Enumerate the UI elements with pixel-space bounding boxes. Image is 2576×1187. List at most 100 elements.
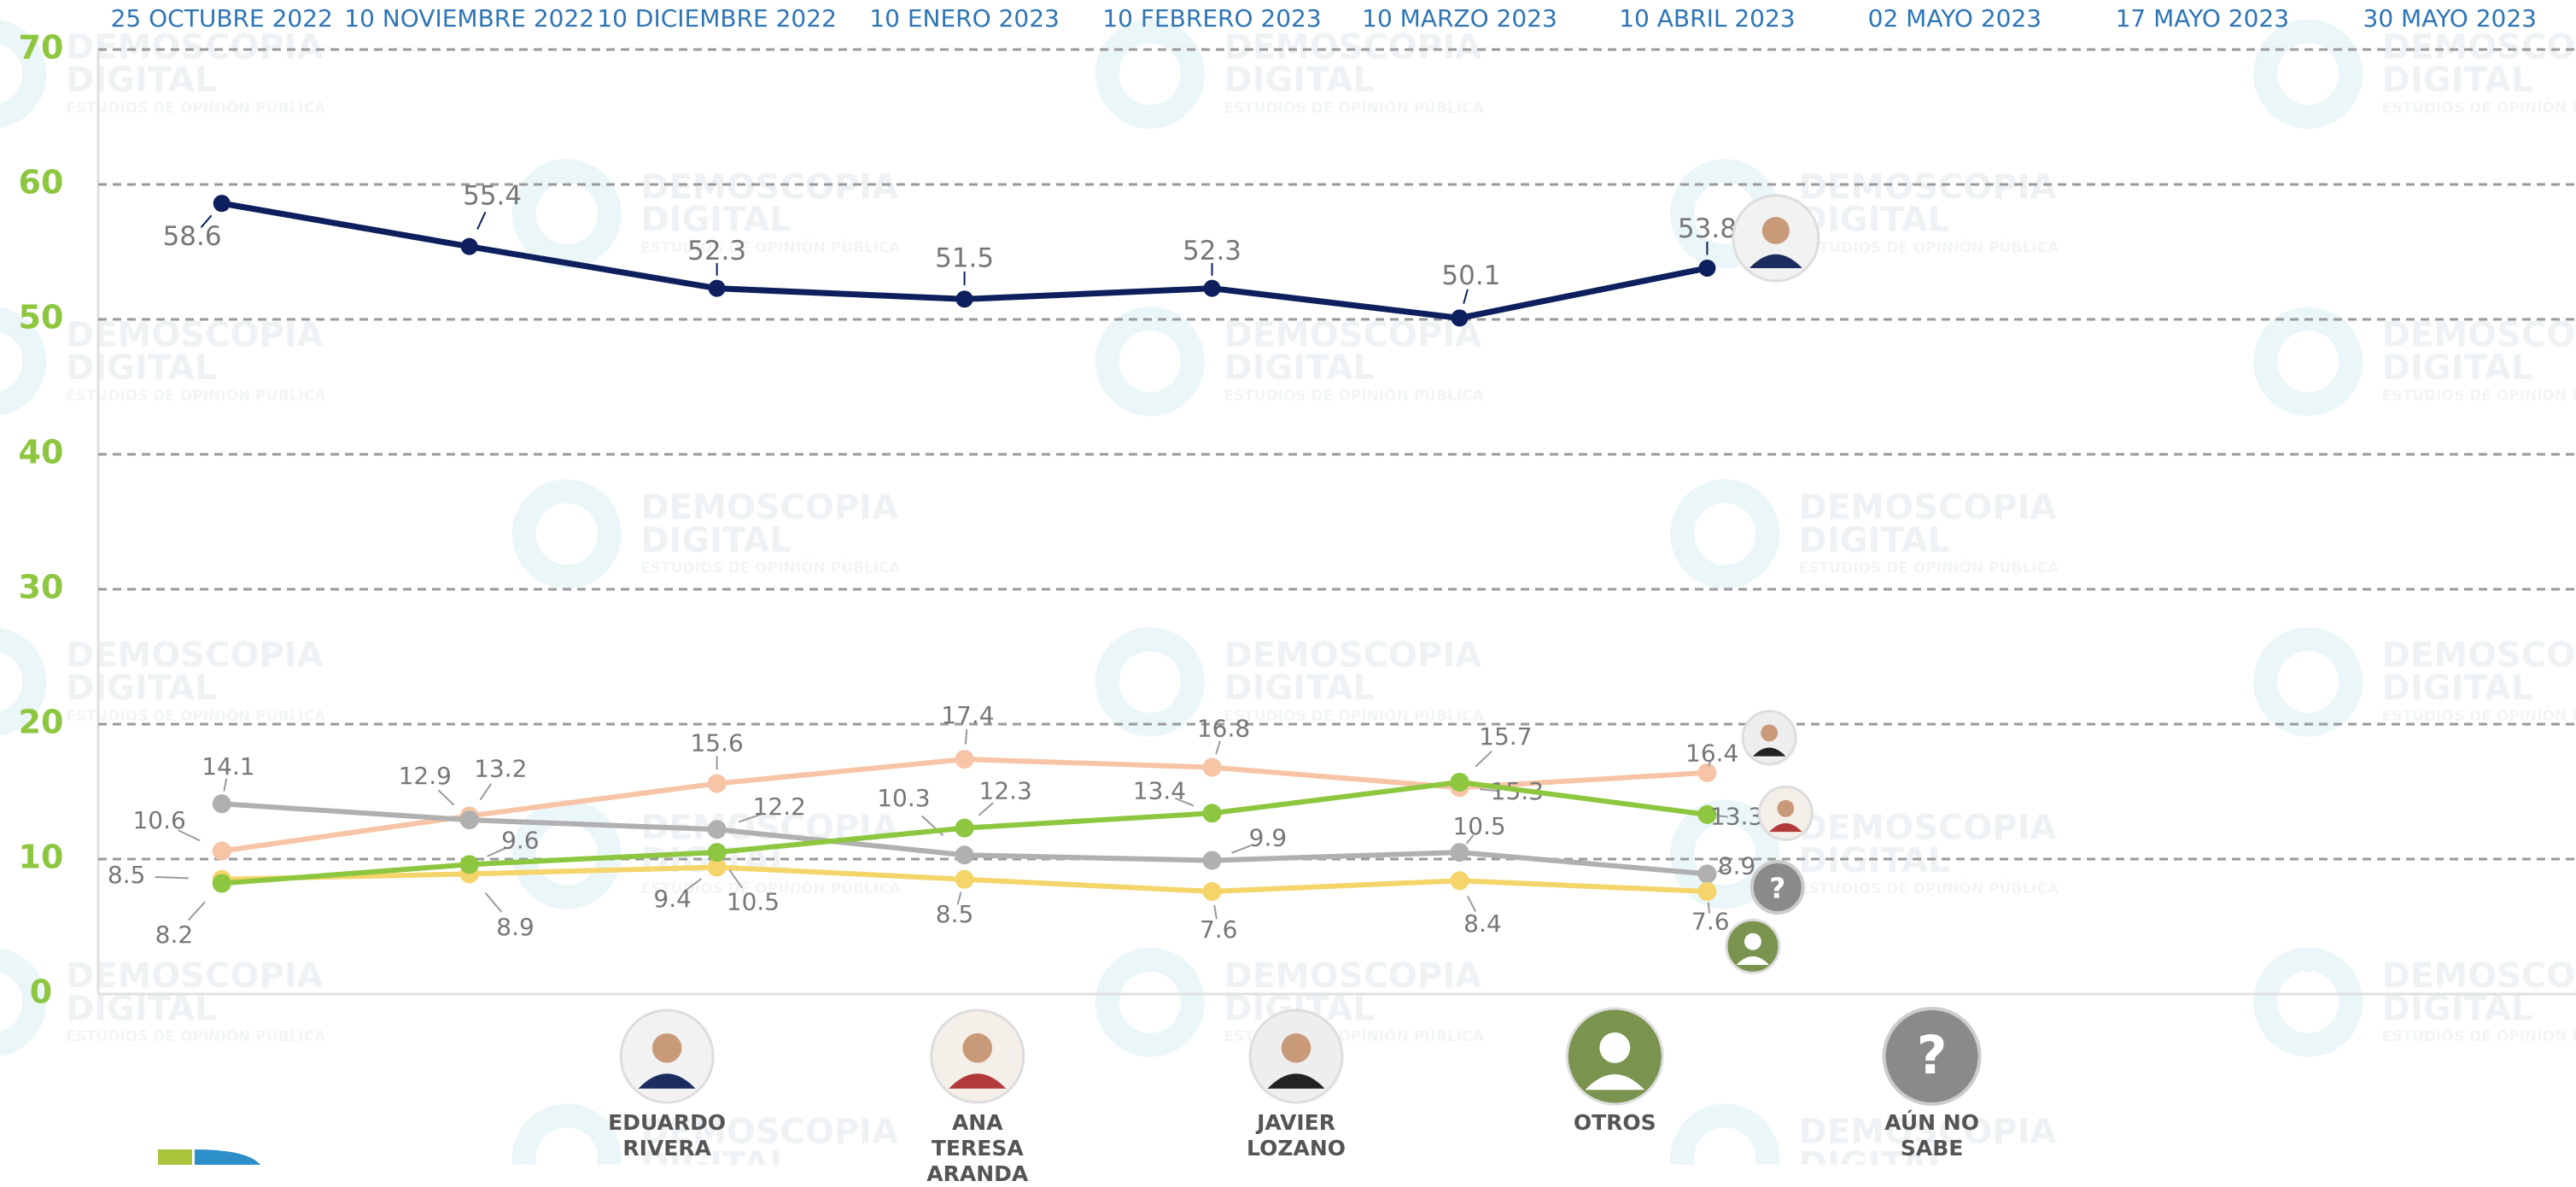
watermark-title: DEMOSCOPIA xyxy=(1799,1113,2057,1152)
label-leader xyxy=(187,901,206,921)
watermark-title: DEMOSCOPIA xyxy=(2382,315,2576,354)
data-label: 50.1 xyxy=(1441,260,1500,291)
watermark-logo xyxy=(2253,307,2363,417)
avatar xyxy=(1757,785,1814,841)
label-leader xyxy=(1479,788,1500,792)
point xyxy=(1697,881,1717,901)
watermark-title: DEMOSCOPIA xyxy=(1799,488,2057,527)
data-label: 13.2 xyxy=(474,755,527,783)
avatar-body xyxy=(1267,1073,1325,1089)
avatar-head xyxy=(1761,724,1779,742)
point xyxy=(1202,757,1222,777)
data-label: 14.1 xyxy=(202,752,254,781)
watermark-tagline: ESTUDIOS DE OPINIÓN PÚBLICA xyxy=(66,98,326,117)
y-tick-label: 20 xyxy=(19,704,64,741)
point xyxy=(955,845,974,865)
watermark-title: DEMOSCOPIA xyxy=(66,28,324,67)
watermark-title: DEMOSCOPIA xyxy=(1224,28,1481,67)
watermark-title: DEMOSCOPIA xyxy=(1224,315,1481,354)
data-label: 9.9 xyxy=(1249,824,1288,852)
label-leader xyxy=(479,783,493,801)
watermark-subtitle: DIGITAL xyxy=(66,669,216,708)
watermark-subtitle: DIGITAL xyxy=(2382,669,2532,708)
data-label: 55.4 xyxy=(463,180,522,211)
label-leader xyxy=(1213,904,1218,920)
watermark-subtitle: DIGITAL xyxy=(1799,841,1949,880)
data-label: 16.8 xyxy=(1197,714,1250,742)
avatar-body xyxy=(1736,956,1770,965)
point xyxy=(955,290,973,308)
avatar xyxy=(930,1009,1025,1104)
data-label: 13.3 xyxy=(1710,803,1763,831)
y-tick-label: 10 xyxy=(19,839,64,876)
point xyxy=(1203,279,1221,297)
watermark-tagline: ESTUDIOS DE OPINIÓN PÚBLICA xyxy=(1799,879,2059,898)
watermark-tagline: ESTUDIOS DE OPINIÓN PÚBLICA xyxy=(2382,98,2576,117)
watermark-tagline: ESTUDIOS DE OPINIÓN PÚBLICA xyxy=(1224,706,1484,725)
point xyxy=(1698,259,1716,277)
x-tick-label: 25 OCTUBRE 2022 xyxy=(111,4,333,32)
y-tick-label: 0 xyxy=(30,974,52,1011)
watermark-logo xyxy=(0,628,47,736)
avatar: ? xyxy=(1882,1007,1982,1106)
label-leader xyxy=(1708,759,1712,767)
avatar xyxy=(1741,710,1797,766)
label-leader xyxy=(685,878,703,892)
data-label: 16.4 xyxy=(1685,740,1738,768)
watermark-subtitle: DIGITAL xyxy=(1799,1145,1949,1165)
avatar-head xyxy=(651,1033,682,1063)
watermark-subtitle: DIGITAL xyxy=(2382,989,2532,1028)
point xyxy=(1450,871,1469,891)
watermark-title: DEMOSCOPIA xyxy=(640,1113,898,1152)
data-label: 9.4 xyxy=(653,885,692,913)
watermark-title: DEMOSCOPIA xyxy=(640,488,898,527)
data-label: 8.5 xyxy=(936,900,974,928)
data-label: 9.6 xyxy=(501,826,540,854)
avatar-head xyxy=(1761,216,1790,244)
watermark-subtitle: DIGITAL xyxy=(1799,521,1949,560)
avatar-body xyxy=(1585,1074,1645,1091)
logo xyxy=(195,1149,260,1165)
watermark-logo xyxy=(1670,1103,1780,1165)
watermark-tagline: ESTUDIOS DE OPINIÓN PÚBLICA xyxy=(1224,386,1484,405)
data-label: 15.6 xyxy=(690,728,743,757)
watermark-subtitle: DIGITAL xyxy=(66,989,216,1028)
label-leader xyxy=(1215,740,1221,755)
label-leader xyxy=(728,869,744,889)
watermark-logo xyxy=(1095,19,1205,129)
point xyxy=(1697,763,1717,782)
label-leader xyxy=(484,892,503,913)
watermark-tagline: ESTUDIOS DE OPINIÓN PÚBLICA xyxy=(640,558,901,577)
label-leader xyxy=(738,813,762,823)
label-leader xyxy=(223,778,228,792)
avatar xyxy=(1732,194,1820,283)
point xyxy=(1202,881,1222,901)
data-label: 8.2 xyxy=(155,921,194,949)
x-tick-label: 17 MAYO 2023 xyxy=(2116,4,2289,32)
point xyxy=(707,857,727,877)
label-leader xyxy=(978,802,994,816)
watermark-logo xyxy=(0,948,47,1056)
legend-label: AÚN NO SABE xyxy=(1884,1110,1979,1161)
point xyxy=(707,774,727,793)
avatar-head xyxy=(1777,799,1795,817)
watermark-subtitle: DIGITAL xyxy=(66,61,216,100)
logo xyxy=(158,1149,192,1165)
label-leader xyxy=(155,876,189,880)
x-tick-label: 10 DICIEMBRE 2022 xyxy=(597,4,837,32)
avatar-bg xyxy=(1882,1007,1982,1106)
label-leader xyxy=(956,892,962,905)
avatar-head xyxy=(962,1033,993,1063)
watermark-logo xyxy=(511,159,622,269)
data-label: 12.9 xyxy=(399,762,452,790)
data-label: 10.3 xyxy=(877,784,930,812)
avatar-body xyxy=(949,1073,1007,1089)
watermark-logo xyxy=(1095,947,1205,1057)
